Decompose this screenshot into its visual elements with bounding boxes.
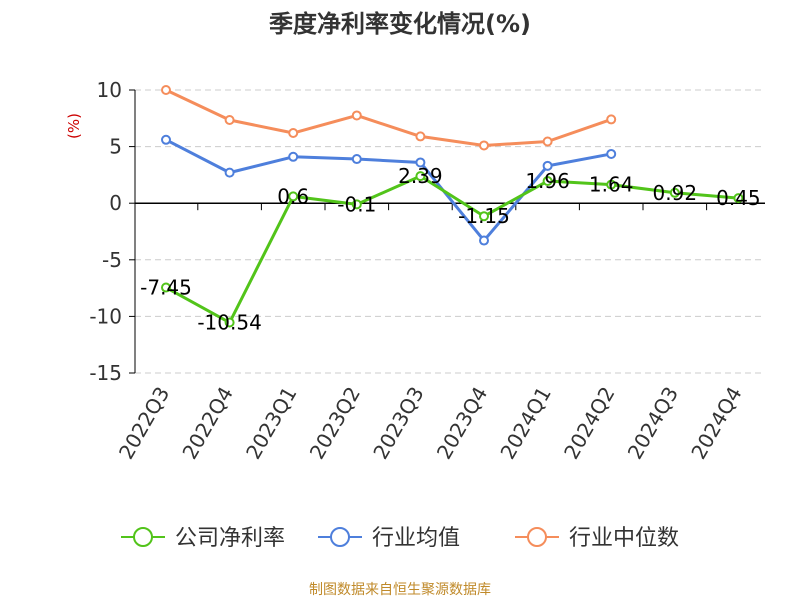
chart-title: 季度净利率变化情况(%) bbox=[269, 10, 531, 38]
legend-circle-marker bbox=[330, 527, 350, 547]
series-line bbox=[165, 138, 612, 243]
x-tick-label: 2024Q3 bbox=[623, 383, 683, 464]
data-point[interactable] bbox=[542, 176, 553, 187]
data-label: -7.45 bbox=[140, 276, 192, 300]
series-2 bbox=[161, 85, 617, 151]
data-point[interactable] bbox=[606, 114, 617, 125]
grid-lines bbox=[135, 89, 765, 374]
data-point[interactable] bbox=[733, 193, 744, 204]
x-tick-label: 2022Q4 bbox=[177, 383, 237, 464]
legend-label: 公司净利率 bbox=[175, 526, 285, 551]
data-point[interactable] bbox=[224, 317, 235, 328]
data-point[interactable] bbox=[224, 167, 235, 178]
x-tick-label: 2023Q2 bbox=[305, 383, 365, 464]
x-tick-label: 2024Q4 bbox=[686, 383, 746, 464]
series-line bbox=[165, 88, 612, 147]
x-tick-label: 2023Q4 bbox=[432, 383, 492, 464]
y-tick-label: 0 bbox=[109, 191, 122, 215]
x-tick-label: 2023Q1 bbox=[241, 383, 301, 464]
data-point[interactable] bbox=[669, 187, 680, 198]
x-tick-label: 2022Q3 bbox=[114, 383, 174, 464]
data-point[interactable] bbox=[161, 85, 171, 95]
data-point[interactable] bbox=[161, 282, 171, 293]
data-label: 0.6 bbox=[277, 184, 309, 208]
legend[interactable]: 公司净利率 行业均值 行业中位数 bbox=[121, 526, 679, 551]
series-lines bbox=[161, 85, 744, 328]
data-label: -0.1 bbox=[337, 192, 376, 216]
data-label: 1.96 bbox=[525, 169, 570, 193]
y-tick-label: -5 bbox=[102, 248, 122, 272]
legend-item[interactable]: 行业均值 bbox=[318, 526, 460, 551]
x-tick-label: 2023Q3 bbox=[368, 383, 428, 464]
legend-item[interactable]: 公司净利率 bbox=[121, 526, 285, 551]
data-point[interactable] bbox=[351, 110, 362, 121]
data-point[interactable] bbox=[224, 114, 235, 125]
data-point[interactable] bbox=[606, 148, 617, 159]
y-axis-label: (%) bbox=[65, 113, 83, 139]
data-point[interactable] bbox=[542, 160, 553, 171]
legend-circle-marker bbox=[133, 527, 153, 547]
data-label: 2.39 bbox=[398, 164, 443, 188]
data-point[interactable] bbox=[415, 171, 426, 182]
data-label: 1.64 bbox=[589, 173, 634, 197]
data-label: -10.54 bbox=[197, 311, 261, 335]
data-point[interactable] bbox=[415, 157, 426, 168]
data-point[interactable] bbox=[351, 199, 362, 210]
y-tick-label: -10 bbox=[89, 304, 122, 328]
data-label: 0.45 bbox=[716, 186, 761, 210]
series-line bbox=[165, 174, 739, 325]
data-point[interactable] bbox=[606, 179, 617, 190]
data-point[interactable] bbox=[415, 131, 426, 142]
y-tick-label: -15 bbox=[89, 361, 122, 385]
legend-item[interactable]: 行业中位数 bbox=[515, 526, 679, 551]
data-point[interactable] bbox=[288, 151, 299, 162]
legend-circle-marker bbox=[527, 527, 547, 547]
data-label: -1.15 bbox=[458, 204, 510, 228]
data-point[interactable] bbox=[479, 211, 489, 222]
data-point[interactable] bbox=[288, 191, 299, 202]
y-tick-label: 5 bbox=[109, 135, 122, 159]
x-tick-label: 2024Q1 bbox=[495, 383, 555, 464]
data-point[interactable] bbox=[161, 134, 171, 145]
legend-label: 行业均值 bbox=[372, 526, 460, 551]
data-point[interactable] bbox=[479, 140, 489, 151]
legend-label: 行业中位数 bbox=[569, 526, 679, 551]
series-0 bbox=[161, 171, 744, 328]
y-tick-label: 10 bbox=[97, 78, 122, 102]
data-source-note: 制图数据来自恒生聚源数据库 bbox=[309, 582, 491, 598]
data-label: 0.92 bbox=[653, 181, 698, 205]
data-labels: -7.45-10.54 0.6 -0.1 2.39 -1.15 1.96 1.64 0.92 0… bbox=[140, 164, 761, 334]
data-point[interactable] bbox=[288, 128, 299, 139]
data-point[interactable] bbox=[479, 235, 489, 246]
series-1 bbox=[161, 134, 617, 246]
x-tick-label: 2024Q2 bbox=[559, 383, 619, 464]
data-point[interactable] bbox=[542, 136, 553, 147]
data-point[interactable] bbox=[351, 154, 362, 165]
